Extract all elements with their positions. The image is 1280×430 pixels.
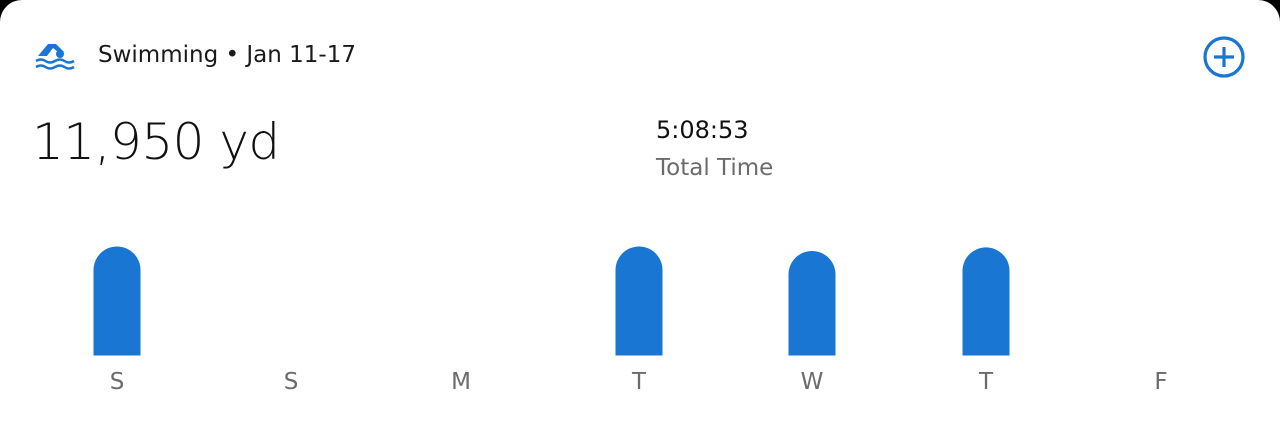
card-title: Swimming • Jan 11-17 [98,42,356,68]
total-time-value: 5:08:53 [656,116,749,144]
day-label: T [978,369,994,395]
plus-circle-icon[interactable] [1202,35,1246,79]
bar-0 [93,246,141,356]
day-label: F [1154,369,1167,395]
bar-5 [962,247,1010,356]
day-label: M [451,369,471,395]
day-label: W [801,369,824,395]
bar-4 [788,251,836,356]
total-distance: 11,950 yd [32,113,280,171]
day-label: T [631,369,647,395]
day-label: S [284,369,299,395]
swimming-icon [35,44,75,70]
bar-3 [615,246,663,356]
total-time-label: Total Time [656,155,774,181]
day-label: S [110,369,125,395]
